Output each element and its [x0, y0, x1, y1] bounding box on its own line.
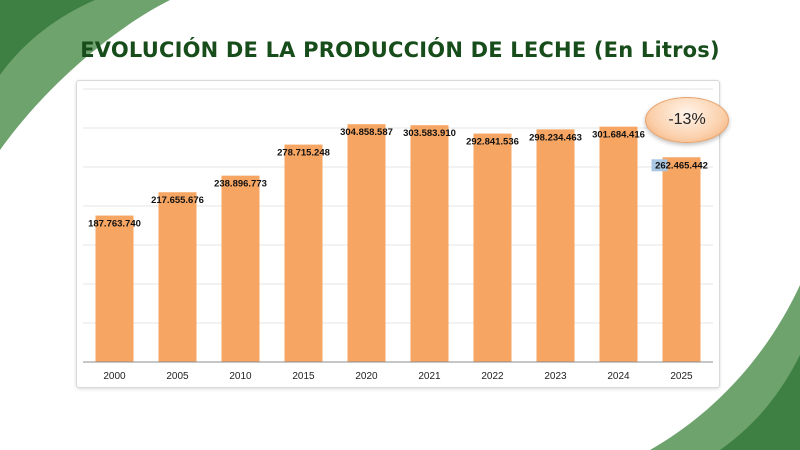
x-tick-2025: 2025 — [670, 371, 693, 382]
data-label-2025: 262.465.442 — [655, 160, 708, 171]
bar-2025 — [662, 157, 701, 362]
data-labels: 187.763.740 217.655.676 238.896.773 278.715… — [88, 127, 708, 229]
data-label-highlight — [651, 159, 668, 172]
data-label-2010: 238.896.773 — [214, 179, 267, 190]
chart-card: 187.763.740 217.655.676 238.896.773 278.715… — [76, 80, 729, 388]
data-label-2020: 304.858.587 — [340, 127, 393, 138]
bar-chart: 187.763.740 217.655.676 238.896.773 278.715… — [83, 88, 713, 382]
bar-2010 — [221, 175, 260, 362]
bar-2022 — [473, 133, 512, 362]
bars — [95, 124, 701, 362]
data-label-2023: 298.234.463 — [529, 132, 582, 143]
x-tick-2022: 2022 — [481, 371, 504, 382]
x-tick-2021: 2021 — [418, 371, 441, 382]
bar-2020 — [347, 124, 386, 362]
bar-2024 — [599, 126, 638, 362]
bottom-right-dark-swoosh — [720, 355, 800, 450]
data-label-2000: 187.763.740 — [88, 219, 141, 230]
bar-2000 — [95, 215, 134, 362]
x-tick-2023: 2023 — [544, 371, 567, 382]
data-label-2021: 303.583.910 — [403, 128, 456, 139]
x-axis-tick-labels: 2000 2005 2010 2015 2020 2021 2022 2023 2024 2025 — [103, 371, 693, 382]
x-tick-2005: 2005 — [166, 371, 189, 382]
bar-2015 — [284, 144, 323, 362]
bottom-right-green-swoosh — [650, 285, 800, 450]
data-label-2005: 217.655.676 — [151, 195, 204, 206]
x-tick-2015: 2015 — [292, 371, 315, 382]
bar-2021 — [410, 125, 449, 362]
top-left-green-swoosh — [0, 0, 170, 150]
bar-2005 — [158, 192, 197, 362]
x-tick-2024: 2024 — [607, 371, 630, 382]
x-tick-2000: 2000 — [103, 371, 126, 382]
bar-2023 — [536, 129, 575, 362]
x-tick-2010: 2010 — [229, 371, 252, 382]
x-tick-2020: 2020 — [355, 371, 378, 382]
data-label-2024: 301.684.416 — [592, 130, 645, 141]
data-label-2022: 292.841.536 — [466, 137, 519, 148]
page-title: EVOLUCIÓN DE LA PRODUCCIÓN DE LECHE (En … — [80, 38, 720, 62]
percent-change-badge: -13% — [645, 97, 729, 143]
data-label-2015: 278.715.248 — [277, 148, 330, 159]
top-left-dark-swoosh — [0, 0, 95, 75]
